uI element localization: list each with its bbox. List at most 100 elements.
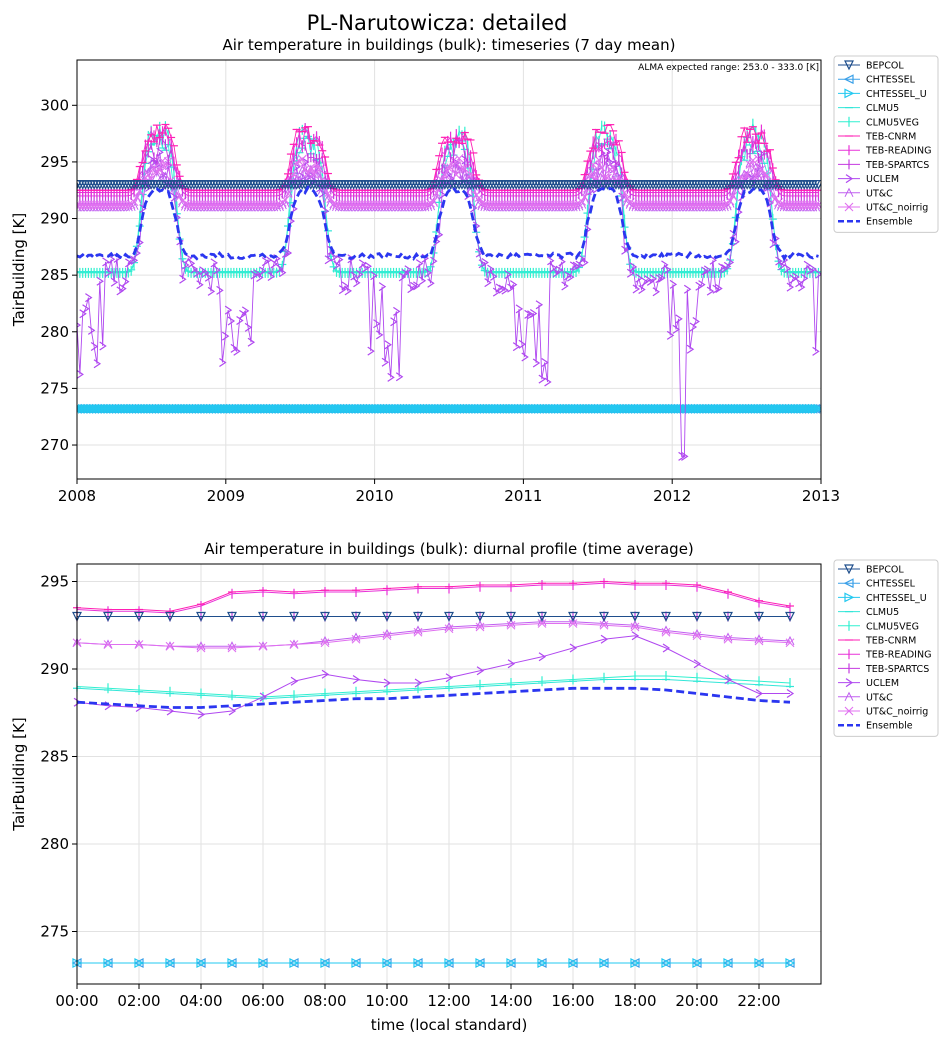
point-chtessel-u — [577, 403, 588, 414]
point-chtessel-u — [537, 403, 548, 414]
x-tick-label: 20:00 — [675, 992, 718, 1010]
point-utandc-noirrig — [443, 163, 453, 172]
legend-label-ensemble: Ensemble — [866, 217, 913, 228]
point-chtessel-u — [103, 958, 114, 968]
point-utandc-noirrig — [477, 199, 487, 208]
series-clmu5 — [73, 678, 794, 700]
point-legend-chtessel-u — [844, 592, 855, 603]
point-bepcol — [475, 611, 485, 622]
point-chtessel-u — [189, 403, 200, 414]
point-chtessel-u — [599, 958, 610, 968]
point-chtessel-u — [511, 403, 522, 414]
legend-label-teb-cnrm: TEB-CNRM — [865, 636, 916, 647]
point-chtessel-u — [699, 403, 710, 414]
point-chtessel-u — [377, 403, 388, 414]
line-uclem — [76, 635, 790, 716]
x-tick-label: 04:00 — [179, 992, 222, 1010]
point-chtessel-u — [588, 403, 599, 414]
point-uclem — [398, 272, 407, 282]
point-uclem — [572, 261, 581, 271]
point-uclem — [259, 266, 267, 276]
point-chtessel-u — [477, 403, 488, 414]
point-chtessel-u — [297, 403, 308, 414]
point-uclem — [401, 268, 410, 278]
point-utandc-noirrig — [227, 643, 237, 653]
point-utandc-noirrig — [759, 170, 769, 179]
point-uclem — [321, 669, 330, 679]
point-uclem — [686, 344, 695, 354]
point-bepcol — [723, 611, 733, 622]
point-chtessel-u — [106, 403, 117, 414]
point-uclem — [228, 706, 237, 716]
point-utandc — [460, 169, 470, 179]
point-chtessel-u — [751, 403, 762, 414]
point-uclem — [276, 264, 284, 274]
point-utandc-noirrig — [258, 641, 268, 651]
point-uclem — [236, 315, 244, 325]
point-uclem — [718, 263, 726, 273]
point-chtessel-u — [196, 958, 207, 968]
point-bepcol — [196, 611, 206, 622]
point-chtessel-u — [269, 403, 280, 414]
point-chtessel-u — [303, 403, 314, 414]
point-uclem — [521, 352, 529, 362]
point-chtessel-u — [734, 403, 744, 414]
point-utandc-noirrig — [446, 163, 455, 173]
point-chtessel-u — [488, 403, 499, 414]
point-chtessel-u — [78, 403, 89, 414]
point-uclem — [424, 268, 432, 278]
x-axis-label: time (local standard) — [371, 1016, 528, 1034]
point-uclem — [701, 266, 709, 276]
point-uclem — [82, 304, 90, 314]
line-teb-reading — [76, 582, 791, 614]
point-chtessel-u — [192, 403, 203, 414]
point-bepcol — [630, 611, 640, 622]
point-chtessel-u — [454, 403, 465, 414]
point-uclem — [732, 237, 740, 247]
y-tick-label: 275 — [40, 923, 69, 941]
point-chtessel-u — [289, 403, 300, 414]
point-chtessel-u — [605, 403, 616, 414]
point-uclem — [681, 451, 689, 461]
point-uclem — [492, 287, 501, 297]
point-uclem — [216, 285, 224, 295]
point-chtessel-u — [768, 403, 779, 414]
legend-label-utandc: UT&C — [866, 692, 893, 703]
point-uclem — [124, 258, 133, 268]
point-chtessel-u — [520, 403, 531, 414]
series-ensemble — [76, 686, 791, 709]
point-uclem — [507, 659, 516, 669]
point-chtessel-u — [200, 403, 211, 414]
point-legend-chtessel — [843, 74, 854, 85]
point-chtessel-u — [366, 403, 377, 414]
point-chtessel-u — [252, 403, 263, 414]
legend-label-clmu5veg: CLMU5VEG — [866, 621, 919, 632]
legend-label-uclem: UCLEM — [866, 678, 899, 689]
point-chtessel-u — [654, 403, 665, 414]
point-chtessel-u — [659, 403, 670, 414]
point-utandc-noirrig — [300, 165, 310, 174]
point-uclem — [786, 282, 795, 292]
point-chtessel-u — [240, 403, 251, 414]
point-uclem — [698, 280, 706, 290]
point-chtessel-u — [494, 403, 505, 414]
point-uclem — [130, 255, 139, 265]
point-chtessel-u — [753, 403, 764, 414]
point-chtessel-u — [149, 403, 160, 414]
point-bepcol — [568, 611, 578, 622]
plot-frame — [76, 59, 822, 480]
point-chtessel-u — [608, 403, 619, 414]
point-uclem — [484, 278, 492, 288]
point-utandc-noirrig — [272, 200, 282, 210]
point-chtessel-u — [723, 958, 734, 968]
legend-label-bepcol: BEPCOL — [866, 565, 904, 576]
point-bepcol — [165, 611, 175, 622]
point-utandc-noirrig — [762, 170, 772, 180]
legend-label-clmu5: CLMU5 — [866, 607, 899, 618]
point-bepcol — [320, 611, 330, 622]
point-chtessel-u — [383, 403, 394, 414]
point-utandc-noirrig — [297, 154, 307, 164]
point-chtessel-u — [503, 403, 513, 414]
point-chtessel-u — [408, 403, 419, 414]
point-uclem — [769, 239, 777, 249]
